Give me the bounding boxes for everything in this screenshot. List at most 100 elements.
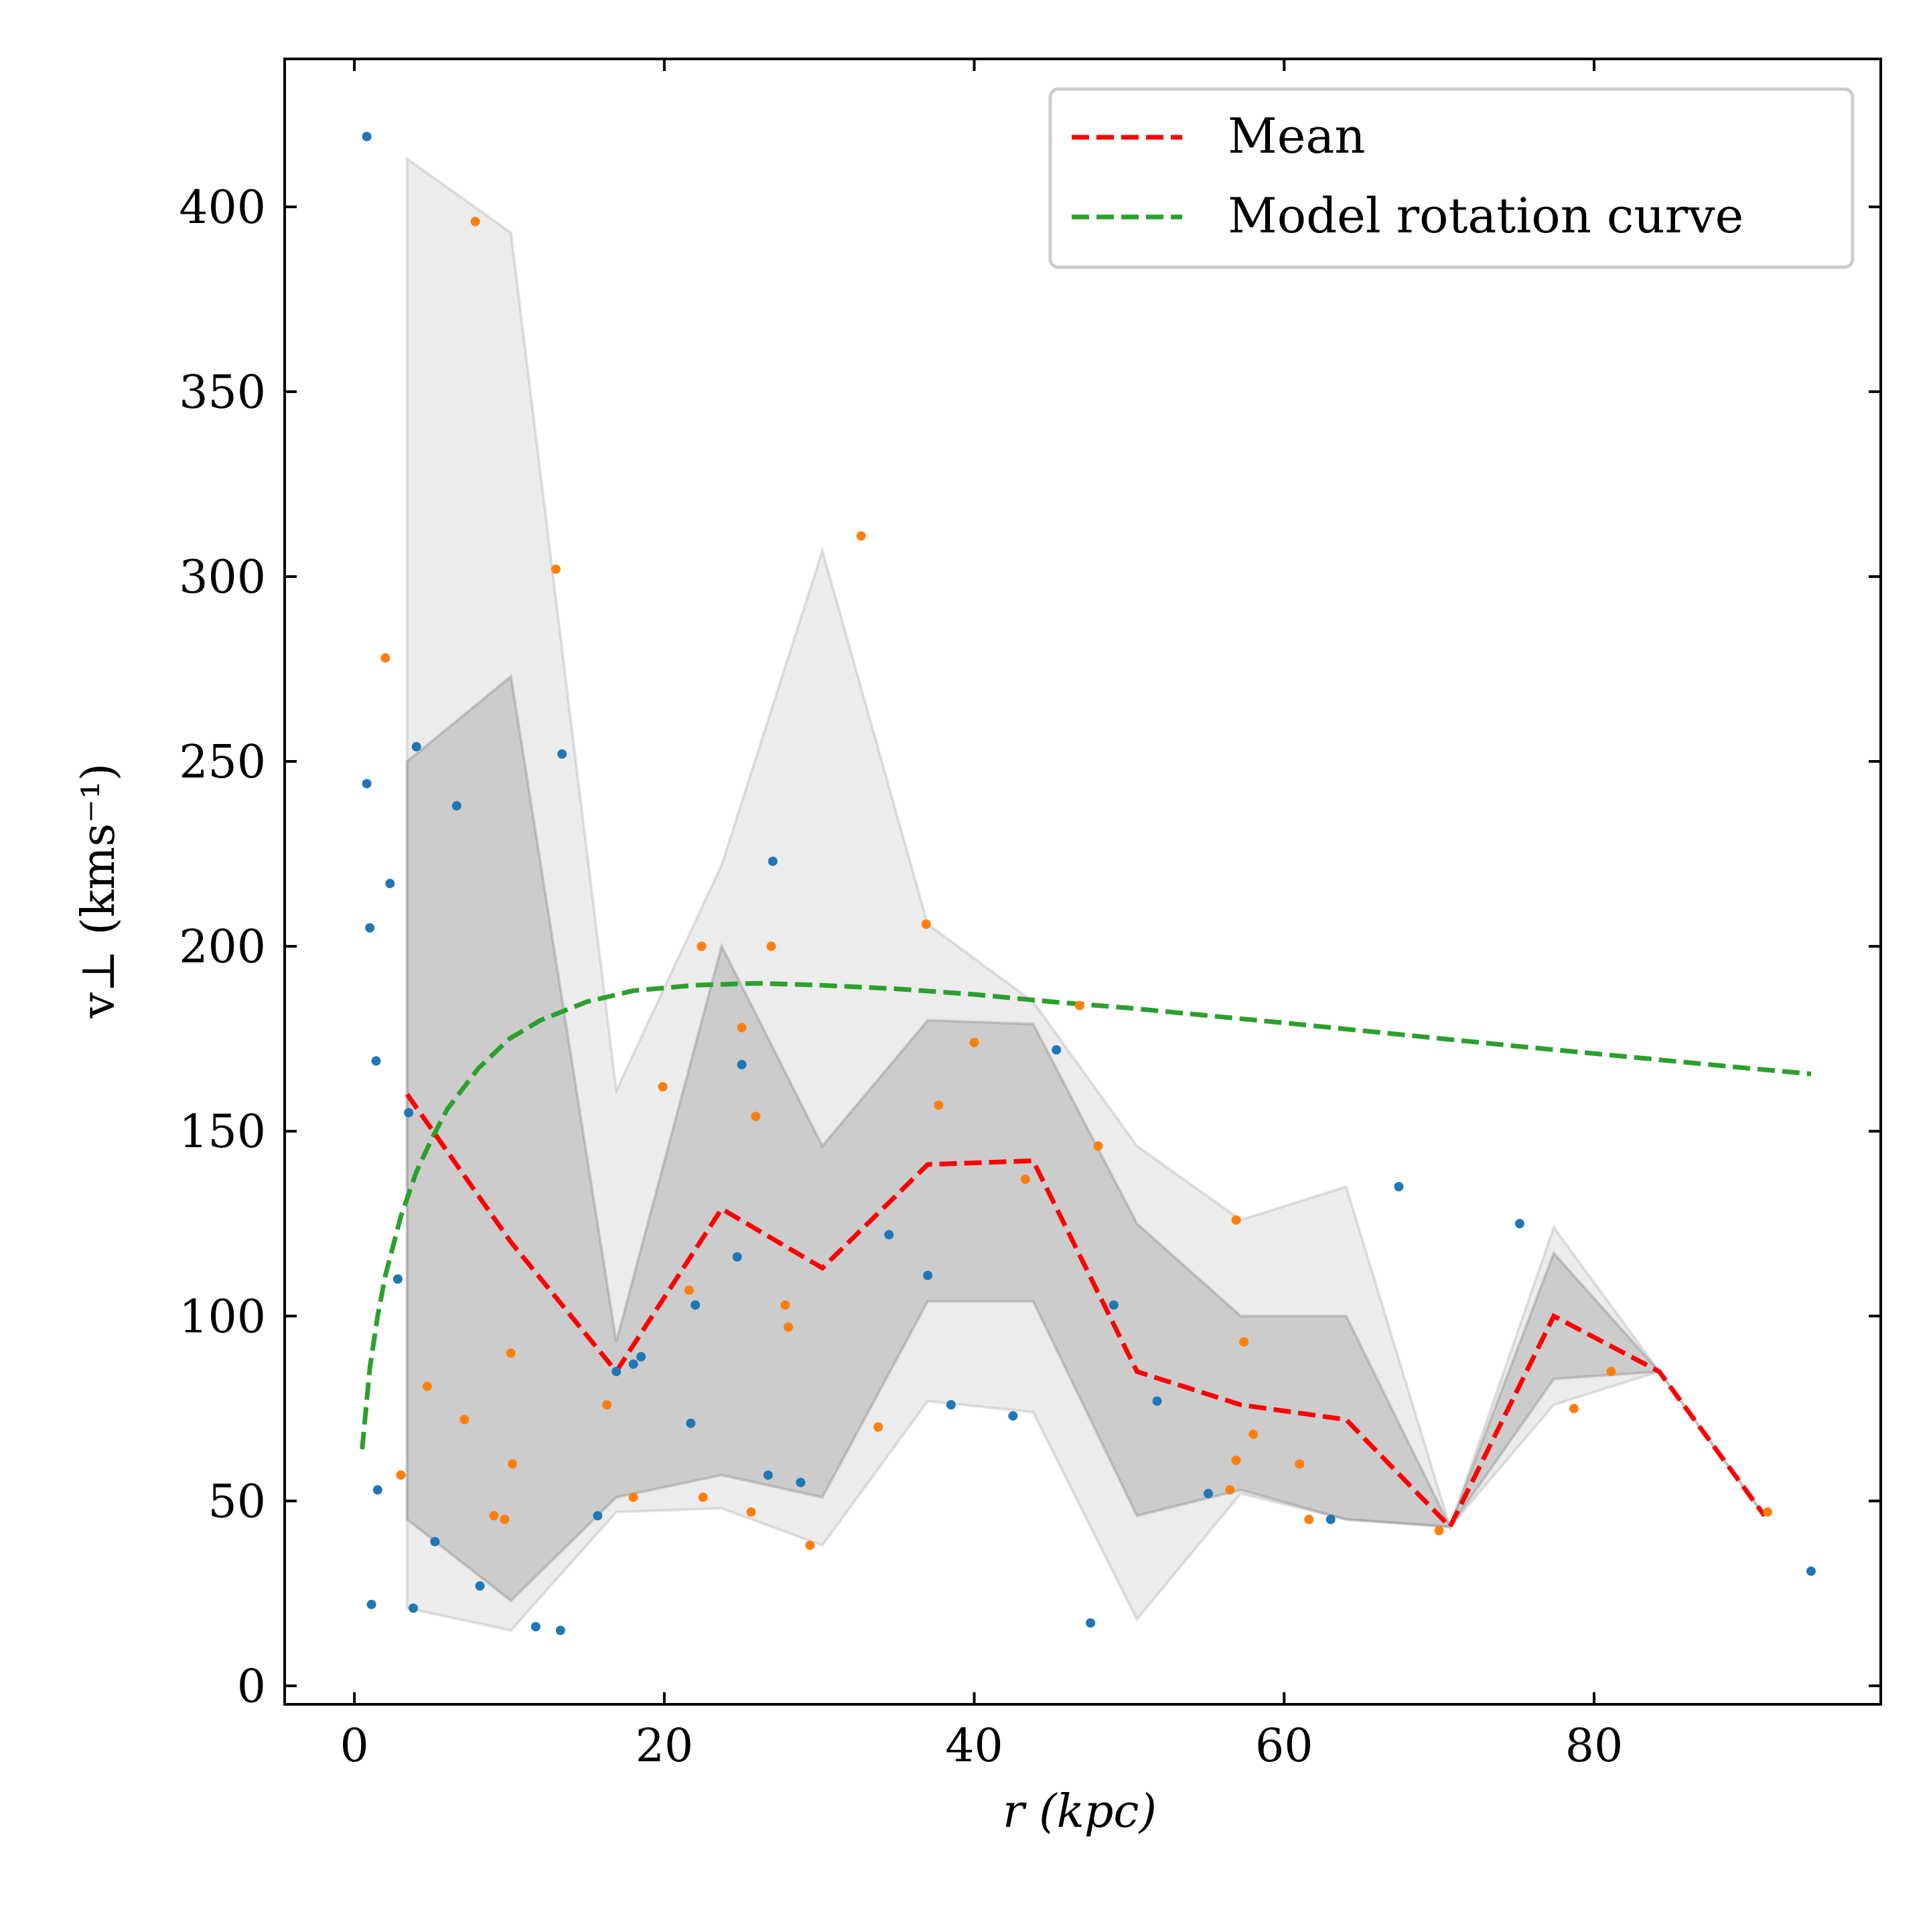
y-tick-label: 50 xyxy=(208,1475,266,1528)
scatter-point-series-1 xyxy=(1304,1514,1314,1524)
scatter-point-series-1 xyxy=(1606,1367,1616,1377)
legend: Mean Model rotation curve xyxy=(1048,87,1855,269)
scatter-point-series-1 xyxy=(1239,1337,1249,1347)
y-tick-label: 400 xyxy=(179,181,266,234)
y-tick-label: 300 xyxy=(179,551,266,604)
scatter-point-series-0 xyxy=(628,1359,638,1369)
scatter-point-series-1 xyxy=(737,1023,747,1033)
scatter-point-series-1 xyxy=(746,1507,756,1517)
scatter-point-series-0 xyxy=(923,1270,933,1280)
scatter-point-series-0 xyxy=(392,1274,403,1284)
scatter-point-series-0 xyxy=(1086,1618,1096,1628)
scatter-point-series-1 xyxy=(783,1322,793,1332)
scatter-point-series-1 xyxy=(697,942,707,952)
scatter-point-series-0 xyxy=(362,131,372,141)
scatter-point-series-1 xyxy=(684,1285,694,1295)
scatter-point-series-0 xyxy=(1152,1396,1162,1406)
scatter-point-series-1 xyxy=(856,531,866,541)
model-rotation-curve-line xyxy=(360,980,1812,1450)
scatter-point-series-1 xyxy=(628,1492,638,1502)
y-tick-label: 150 xyxy=(179,1106,266,1159)
legend-model-label: Model rotation curve xyxy=(1228,188,1743,244)
y-tick-label: 350 xyxy=(179,366,266,419)
x-tick-label: 0 xyxy=(340,1720,368,1773)
scatter-point-series-0 xyxy=(884,1230,894,1240)
scatter-point-series-1 xyxy=(489,1511,499,1521)
scatter-point-series-1 xyxy=(751,1112,761,1122)
scatter-point-series-1 xyxy=(551,564,561,574)
plot-frame xyxy=(283,58,1882,1706)
scatter-point-series-0 xyxy=(430,1537,440,1547)
scatter-point-series-0 xyxy=(636,1352,646,1361)
scatter-point-series-0 xyxy=(1203,1489,1213,1499)
scatter-point-series-0 xyxy=(557,749,567,759)
scatter-point-series-1 xyxy=(500,1514,510,1524)
scatter-point-series-1 xyxy=(470,216,480,226)
scatter-point-series-1 xyxy=(1231,1455,1241,1465)
scatter-point-series-1 xyxy=(506,1348,516,1358)
scatter-point-series-1 xyxy=(766,942,776,952)
outer-band xyxy=(405,156,1766,1632)
scatter-point-series-1 xyxy=(396,1470,406,1480)
scatter-point-series-1 xyxy=(969,1037,979,1047)
scatter-point-series-1 xyxy=(921,919,931,929)
scatter-point-series-0 xyxy=(385,879,395,889)
scatter-point-series-1 xyxy=(1248,1429,1258,1439)
scatter-point-series-0 xyxy=(1008,1411,1018,1421)
scatter-point-series-0 xyxy=(366,1599,376,1609)
scatter-point-series-0 xyxy=(1326,1514,1336,1524)
scatter-point-series-1 xyxy=(1231,1215,1241,1225)
scatter-point-series-1 xyxy=(1074,1000,1084,1011)
scatter-point-series-0 xyxy=(768,857,778,867)
scatter-point-series-0 xyxy=(409,1603,418,1613)
scatter-point-series-1 xyxy=(1093,1141,1103,1151)
chart-lines xyxy=(360,980,1812,1532)
scatter-point-series-0 xyxy=(372,1485,382,1495)
x-axis-label: r (kpc) xyxy=(1003,1785,1157,1838)
scatter-point-series-0 xyxy=(796,1477,806,1487)
x-tick-label: 20 xyxy=(636,1720,694,1773)
scatter-point-series-0 xyxy=(1806,1566,1816,1576)
scatter-point-series-0 xyxy=(593,1511,603,1521)
y-tick-label: 200 xyxy=(179,921,266,974)
scatter-point-series-0 xyxy=(763,1470,773,1480)
scatter-point-series-1 xyxy=(459,1414,470,1424)
scatter-point-series-0 xyxy=(555,1625,565,1635)
inner-band xyxy=(405,674,1766,1603)
scatter-point-series-1 xyxy=(698,1492,708,1502)
scatter-point-series-1 xyxy=(602,1400,612,1410)
scatter-point-series-0 xyxy=(1394,1182,1404,1191)
scatter-point-series-1 xyxy=(422,1382,432,1392)
scatter-point-series-0 xyxy=(451,801,461,811)
x-tick-label: 60 xyxy=(1255,1720,1313,1773)
y-tick-label: 250 xyxy=(179,736,266,789)
scatter-point-series-0 xyxy=(365,923,375,933)
y-tick-label: 100 xyxy=(179,1290,266,1343)
scatter-point-series-1 xyxy=(780,1300,790,1310)
axes xyxy=(283,58,1882,1706)
scatter-point-series-1 xyxy=(805,1540,815,1550)
scatter-point-series-1 xyxy=(380,653,390,663)
legend-mean-label: Mean xyxy=(1228,108,1366,164)
scatter-point-series-0 xyxy=(1052,1045,1062,1055)
scatter-point-series-1 xyxy=(1225,1485,1235,1495)
scatter-point-series-0 xyxy=(530,1622,541,1632)
scatter-point-series-1 xyxy=(1763,1507,1773,1517)
scatter-point-series-0 xyxy=(362,779,372,789)
scatter-point-series-0 xyxy=(404,1108,414,1118)
scatter-points xyxy=(362,131,1816,1635)
scatter-point-series-1 xyxy=(658,1082,668,1092)
scatter-point-series-0 xyxy=(691,1300,701,1310)
scatter-point-series-0 xyxy=(411,742,421,751)
scatter-point-series-0 xyxy=(946,1400,956,1410)
scatter-point-series-0 xyxy=(686,1418,696,1428)
scatter-point-series-1 xyxy=(1295,1459,1305,1469)
tick-labels: 0 20 40 60 80 0 50 100 150 200 250 300 350 400 xyxy=(179,181,1623,1773)
scatter-point-series-1 xyxy=(1569,1404,1579,1414)
scatter-point-series-0 xyxy=(475,1581,485,1591)
uncertainty-bands xyxy=(405,156,1766,1632)
scatter-point-series-1 xyxy=(1020,1175,1030,1184)
y-tick-label: 0 xyxy=(237,1660,266,1713)
